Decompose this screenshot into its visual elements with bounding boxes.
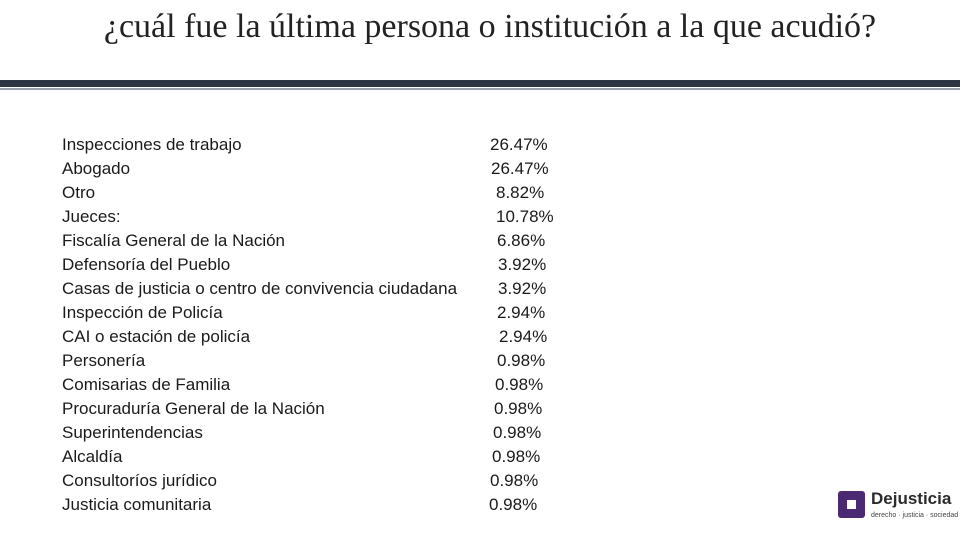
item-label: Fiscalía General de la Nación	[62, 231, 286, 250]
item-label: Casas de justicia o centro de convivenci…	[62, 279, 458, 298]
list-item: Jueces: 10.78%	[62, 205, 582, 229]
item-label: Justicia comunitaria	[62, 495, 212, 514]
item-label: Otro	[62, 183, 96, 202]
list-item: Personería 0.98%	[62, 349, 582, 373]
item-label: Inspecciones de trabajo	[62, 135, 242, 154]
item-value: 0.98%	[497, 351, 546, 370]
list-item: Alcaldía 0.98%	[62, 445, 582, 469]
list-item: Inspección de Policía 2.94%	[62, 301, 582, 325]
item-label: Superintendencias	[62, 423, 203, 442]
item-value: 0.98%	[492, 447, 541, 466]
list-item: Inspecciones de trabajo 26.47%	[62, 133, 582, 157]
list-item: Casas de justicia o centro de convivenci…	[62, 277, 582, 301]
item-label: Comisarias de Familia	[62, 375, 231, 394]
list-item: Otro 8.82%	[62, 181, 582, 205]
item-value: 3.92%	[498, 279, 547, 298]
item-label: Personería	[62, 351, 146, 370]
item-label: Defensoría del Pueblo	[62, 255, 231, 274]
item-label: CAI o estación de policía	[62, 327, 251, 346]
item-value: 26.47%	[490, 135, 548, 154]
item-value: 2.94%	[499, 327, 548, 346]
item-value: 2.94%	[497, 303, 546, 322]
list-item: Fiscalía General de la Nación 6.86%	[62, 229, 582, 253]
institution-stats-list: Inspecciones de trabajo 26.47% Abogado 2…	[62, 133, 582, 517]
item-value: 8.82%	[496, 183, 545, 202]
item-value: 0.98%	[495, 375, 544, 394]
item-value: 6.86%	[497, 231, 546, 250]
item-label: Consultoríos jurídico	[62, 471, 217, 490]
list-item: CAI o estación de policía 2.94%	[62, 325, 582, 349]
item-label: Jueces:	[62, 207, 121, 226]
item-label: Inspección de Policía	[62, 303, 223, 322]
list-item: Abogado 26.47%	[62, 157, 582, 181]
title-divider	[0, 80, 960, 90]
item-label: Procuraduría General de la Nación	[62, 399, 325, 418]
list-item: Superintendencias 0.98%	[62, 421, 582, 445]
logo-tagline: derecho · justicia · sociedad	[871, 512, 959, 519]
list-item: Comisarias de Familia 0.98%	[62, 373, 582, 397]
slide-title: ¿cuál fue la última persona o institució…	[103, 8, 877, 45]
item-value: 0.98%	[494, 399, 543, 418]
item-value: 3.92%	[498, 255, 547, 274]
item-value: 0.98%	[489, 495, 538, 514]
item-value: 0.98%	[493, 423, 542, 442]
item-value: 26.47%	[491, 159, 549, 178]
item-value: 10.78%	[496, 207, 554, 226]
logo-name: Dejusticia	[871, 489, 952, 508]
item-label: Alcaldía	[62, 447, 123, 466]
dejusticia-logo-mark-icon	[838, 491, 865, 518]
item-label: Abogado	[62, 159, 131, 178]
dejusticia-logo: Dejusticia derecho · justicia · sociedad	[838, 489, 958, 522]
list-item: Justicia comunitaria 0.98%	[62, 493, 582, 517]
list-item: Consultoríos jurídico 0.98%	[62, 469, 582, 493]
list-item: Defensoría del Pueblo 3.92%	[62, 253, 582, 277]
item-value: 0.98%	[490, 471, 539, 490]
list-item: Procuraduría General de la Nación 0.98%	[62, 397, 582, 421]
